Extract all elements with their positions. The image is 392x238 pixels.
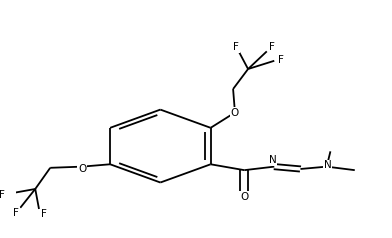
Text: N: N — [269, 155, 276, 165]
Text: F: F — [233, 42, 239, 52]
Text: O: O — [78, 164, 86, 174]
Text: F: F — [0, 190, 4, 200]
Text: F: F — [13, 208, 19, 218]
Text: F: F — [278, 55, 284, 64]
Text: O: O — [240, 192, 249, 202]
Text: F: F — [269, 42, 275, 52]
Text: O: O — [231, 108, 239, 118]
Text: F: F — [40, 209, 46, 219]
Text: N: N — [323, 160, 331, 170]
